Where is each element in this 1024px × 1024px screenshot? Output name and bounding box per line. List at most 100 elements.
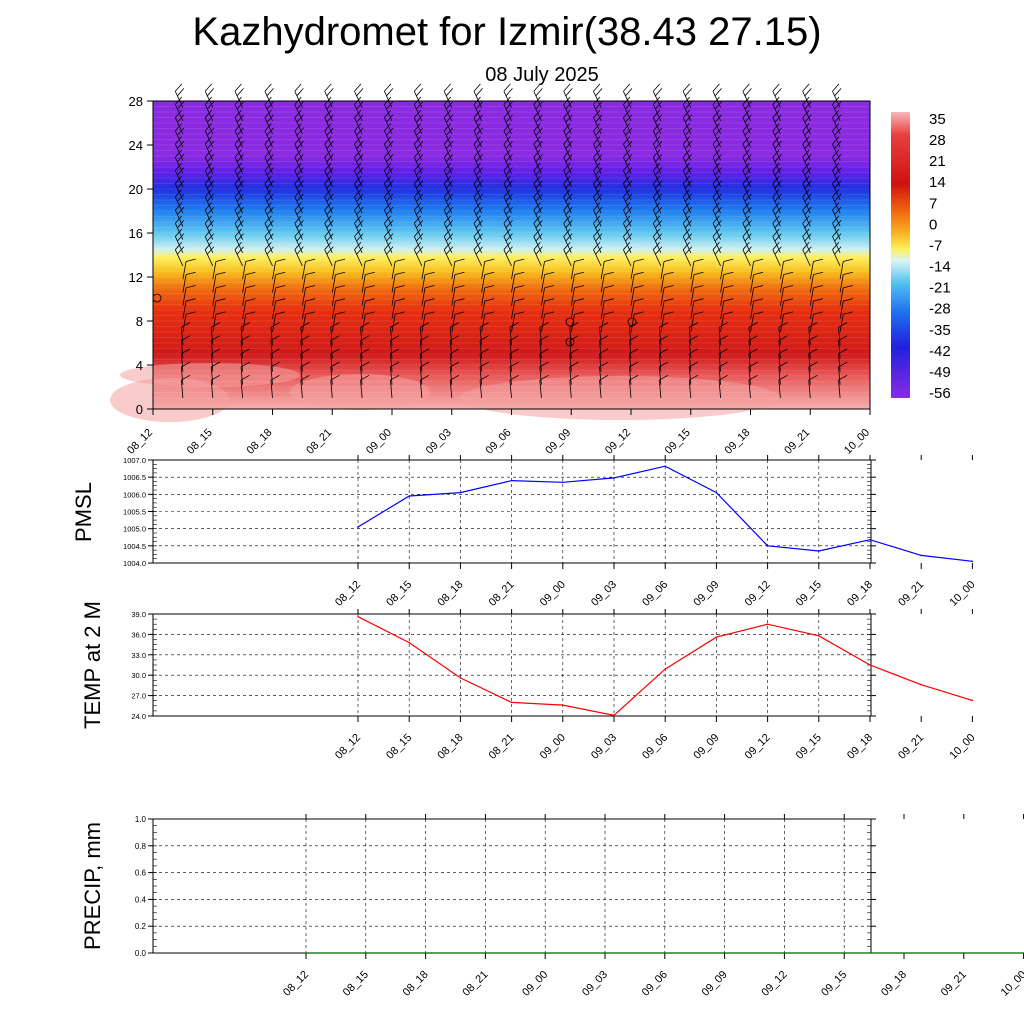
y-tick-label: 8 [136,314,143,329]
wind-barb [234,162,244,187]
wind-barb [563,175,573,201]
wind-barb [391,311,405,333]
wind-barb [174,162,185,187]
wind-barb [712,189,722,214]
wind-barb [839,298,853,319]
wind-barb [270,322,280,346]
wind-barb [354,162,364,187]
wind-barb [473,241,483,267]
x-tick-label: 08_15 [384,732,414,762]
wind-barb [563,136,573,161]
wind-barb [443,228,454,253]
y-tick-label: 27.0 [131,692,146,701]
wind-barb [443,149,454,174]
wind-barb [772,189,782,214]
precip-data-point [305,952,307,954]
wind-barb [533,175,543,201]
wind-barb [563,189,573,214]
x-tick-label: 09_21 [896,579,926,609]
precip-data-point [843,952,845,954]
colorbar-bar [891,112,910,398]
wind-barb [451,285,465,306]
x-tick-label: 09_15 [819,969,849,999]
wind-barb [294,83,304,108]
wind-barb [421,285,435,306]
wind-barb [780,285,794,306]
wind-barb [533,228,543,253]
wind-barb [533,241,543,267]
x-tick-label: 08_21 [487,732,517,762]
x-tick-label: 09_15 [794,732,824,762]
wind-barb [802,162,812,187]
x-tick-label: 09_03 [589,732,619,762]
wind-barb [324,202,334,227]
wind-barb [802,228,812,253]
wind-barb [712,149,722,174]
wind-barb [772,136,782,161]
wind-barb [413,149,424,174]
wind-barb [742,175,752,201]
wind-barb [533,215,543,240]
wind-barb [264,202,274,227]
wind-barb [682,109,693,135]
vertical-section-panel: 0 4 8 12 16 20 24 28 08_12 08_15 08_18 08_21 09_00 09… [110,83,872,457]
wind-barb [809,271,824,293]
wind-barb [234,215,244,240]
y-tick-label: 1004.5 [123,542,146,551]
wind-barb [533,202,543,227]
wind-barb [712,215,722,240]
wind-barb [443,241,454,267]
wind-barb [623,175,633,201]
wind-barb [511,285,525,306]
wind-barb [748,322,758,346]
wind-barb [264,109,274,135]
temp2m-data-point [408,641,411,644]
wind-barb [449,322,460,346]
wind-barb [630,285,644,306]
chart-subtitle: 08 July 2025 [485,64,599,86]
wind-barb [660,258,674,280]
wind-barb [419,322,430,346]
wind-barb [511,271,525,293]
wind-barb [324,215,334,240]
wind-barb [234,83,244,108]
wind-barb [212,311,226,333]
wind-barb [809,258,824,280]
wind-barb [712,241,722,267]
precip-data-point [544,952,546,954]
x-tick-label: 10_00 [947,732,977,762]
x-tick-label: 08_21 [460,969,490,999]
x-tick-label: 08_18 [245,427,275,457]
wind-barb [682,202,693,227]
x-tick-label: 09_09 [691,732,721,762]
colorbar-label: -28 [929,301,951,318]
wind-barb [712,162,722,187]
wind-barb [750,271,764,293]
wind-barb [324,189,334,214]
wind-barb [509,322,519,346]
wind-barb [421,271,435,293]
wind-barb [361,298,375,319]
wind-barb [294,202,304,227]
precip-axis-title: PRECIP, mm [80,822,105,950]
wind-barb [413,215,424,240]
wind-barb [421,311,435,333]
temp2m-data-point [869,664,871,666]
wind-barb [443,175,454,201]
wind-barb [718,322,728,346]
y-tick-label: 30.0 [131,671,146,680]
wind-barb [182,271,196,293]
wind-barb [302,311,316,333]
wind-barb [802,136,812,161]
wind-barb [563,123,573,148]
wind-barb [174,149,185,174]
wind-barb [324,162,334,187]
y-tick-label: 1006.5 [123,473,146,482]
wind-barb [204,149,215,174]
wind-barb [473,228,483,253]
y-tick-label: 16 [129,226,143,241]
wind-barb [294,241,304,267]
pmsl-frame [152,459,872,564]
wind-barb [772,123,782,148]
wind-barb [234,136,244,161]
